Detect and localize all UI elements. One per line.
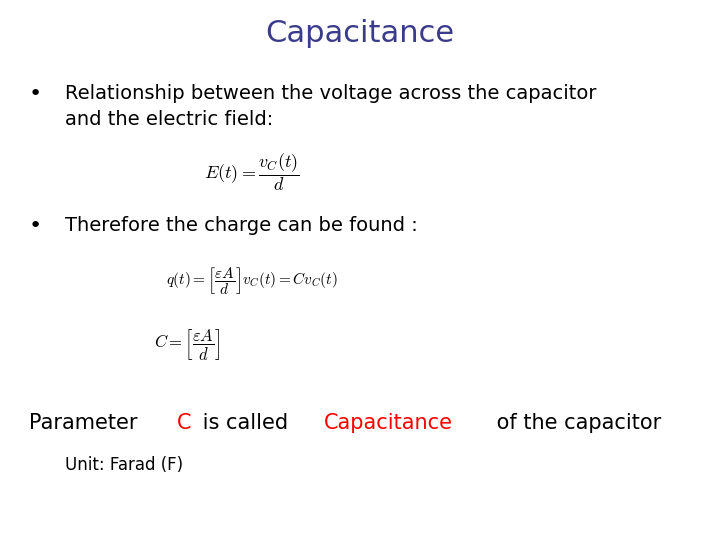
Text: Capacitance: Capacitance xyxy=(323,413,452,433)
Text: Therefore the charge can be found :: Therefore the charge can be found : xyxy=(65,216,418,235)
Text: •: • xyxy=(29,216,42,236)
Text: Relationship between the voltage across the capacitor: Relationship between the voltage across … xyxy=(65,84,596,103)
Text: $C = \left[\dfrac{\varepsilon A}{d}\right]$: $C = \left[\dfrac{\varepsilon A}{d}\righ… xyxy=(154,327,220,362)
Text: Capacitance: Capacitance xyxy=(266,19,454,48)
Text: is called: is called xyxy=(196,413,294,433)
Text: C: C xyxy=(177,413,192,433)
Text: and the electric field:: and the electric field: xyxy=(65,110,273,129)
Text: $E(t) = \dfrac{v_C(t)}{d}$: $E(t) = \dfrac{v_C(t)}{d}$ xyxy=(204,151,300,193)
Text: •: • xyxy=(29,84,42,104)
Text: Parameter: Parameter xyxy=(29,413,144,433)
Text: of the capacitor: of the capacitor xyxy=(490,413,661,433)
Text: $q(t) = \left[\dfrac{\varepsilon A}{d}\right] v_C(t) = Cv_C(t)$: $q(t) = \left[\dfrac{\varepsilon A}{d}\r… xyxy=(166,265,338,295)
Text: Unit: Farad (F): Unit: Farad (F) xyxy=(65,456,183,474)
